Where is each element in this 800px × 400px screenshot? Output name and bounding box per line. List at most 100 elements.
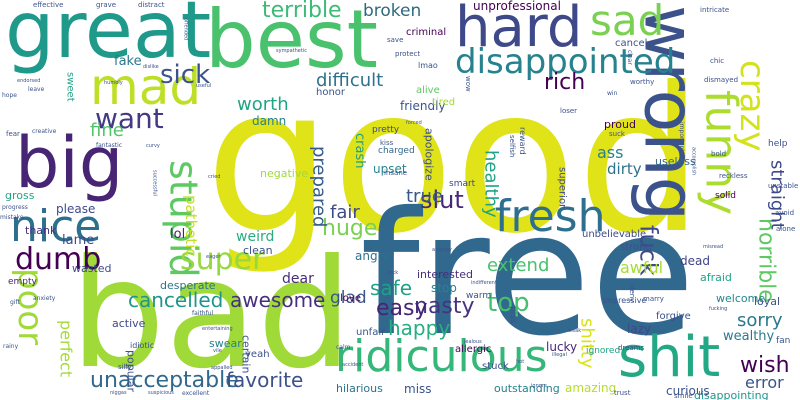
word-shitty: shitty [576,318,598,369]
word-dirty: dirty [607,160,642,178]
word-ignored: ignored [586,346,621,356]
word-piss: piss [507,306,518,324]
word-shit: shit [618,325,721,390]
word-loyal: loyal [754,295,781,308]
word-creative: creative [32,128,57,135]
word-wish: wish [740,353,790,378]
word-lame: lame [62,233,95,248]
word-smart: smart [449,179,476,189]
word-offended: offended [182,18,189,41]
word-amazing: amazing [565,381,617,395]
word-hope: hope [2,92,17,99]
word-save: save [387,36,404,44]
word-sorry: sorry [737,310,783,331]
word-healthy: healthy [480,150,502,218]
word-hard: hard [455,0,583,60]
word-stuck: stuck [482,361,509,372]
word-ridiculous: ridiculous [335,331,548,382]
word-wasted: wasted [72,262,112,275]
word-worth: worth [237,94,289,115]
word-rich: rich [544,70,586,95]
word-disappointing: disappointing [694,389,769,400]
word-insane: insane [384,169,408,177]
word-hilarious: hilarious [336,382,383,395]
word-lazy: lazy [627,322,652,336]
word-accomplish: accomplish [690,147,697,176]
word-eager: eager [206,254,221,260]
word-tired: tired [432,97,456,108]
word-outstanding: outstanding [494,382,560,395]
word-disappointed: disappointed [455,42,676,82]
word-dick: dick [388,270,399,276]
word-negative: negative [260,167,309,180]
word-progress: progress [2,204,28,211]
word-forgive: forgive [656,311,691,322]
word-anxiety: anxiety [33,295,56,302]
word-crash: crash [352,133,368,169]
word-sad: sad [590,0,665,45]
word-leave: leave [28,86,45,93]
word-welcome: welcome [716,292,766,305]
word-friendly: friendly [400,99,446,113]
word-straight: straight [766,160,788,230]
word-alive: alive [416,85,440,96]
word-forced: forced [406,120,422,126]
word-terrible: terrible [262,0,342,23]
word-empty: empty [8,277,37,287]
word-dumb: dumb [15,242,102,277]
word-lmao: lmao [418,61,438,70]
word-silly: silly [118,363,132,371]
word-ass: ass [597,143,624,162]
word-idiotic: idiotic [130,341,155,350]
word-cancel: cancel [615,38,648,49]
word-fresh: fresh [495,191,606,242]
word-sympathetic: sympathetic [276,48,307,54]
word-suck: suck [609,130,625,138]
word-win: win [607,90,618,97]
word-weak: weak [568,328,582,334]
word-love: love [340,293,361,304]
word-clear: clear [626,50,634,65]
word-gift: gift [10,299,20,306]
word-faithful: faithful [192,310,214,317]
word-sick: sick [160,60,211,90]
word-unacceptable: unacceptable [90,368,239,393]
word-mad: mad [90,58,202,116]
word-interested: interested [417,268,473,281]
word-charged: charged [378,146,415,156]
word-dismayed: dismayed [704,76,739,84]
word-want: want [95,102,164,135]
word-fan: fan [776,336,791,346]
word-kiss: kiss [380,139,394,147]
word-clean: clean [243,244,273,257]
word-glad: glad [330,288,367,308]
word-unstable: unstable [768,182,799,190]
word-allergic: allergic [455,344,492,355]
word-broken: broken [363,1,422,21]
word-fucking: fucking [709,306,728,312]
word-miss: miss [404,382,432,396]
word-niggas: niggas [110,390,127,396]
word-wow: wow [463,76,472,92]
word-huge: huge [322,216,378,241]
word-indifferent: indifferent [471,280,497,286]
word-lol: lol [170,227,186,242]
word-suspicious: suspicious [148,390,174,396]
word-lucky: lucky [546,340,578,354]
word-extend: extend [487,255,550,276]
word-important: important [678,122,686,152]
word-desperate: desperate [160,279,216,292]
word-sweet: sweet [64,72,76,102]
word-smile: smile [674,392,693,400]
word-loser: loser [560,107,578,115]
word-vile: vile [213,348,222,354]
word-curious: curious [666,384,710,398]
word-misread: misread [703,244,724,250]
word-safe: safe [370,276,413,300]
word-cried: cried [208,174,221,180]
word-effective: effective [33,1,64,9]
word-true: true [406,186,443,207]
word-damn: damn [252,114,287,128]
word-accident: accident [342,362,364,368]
word-please: please [56,202,96,216]
